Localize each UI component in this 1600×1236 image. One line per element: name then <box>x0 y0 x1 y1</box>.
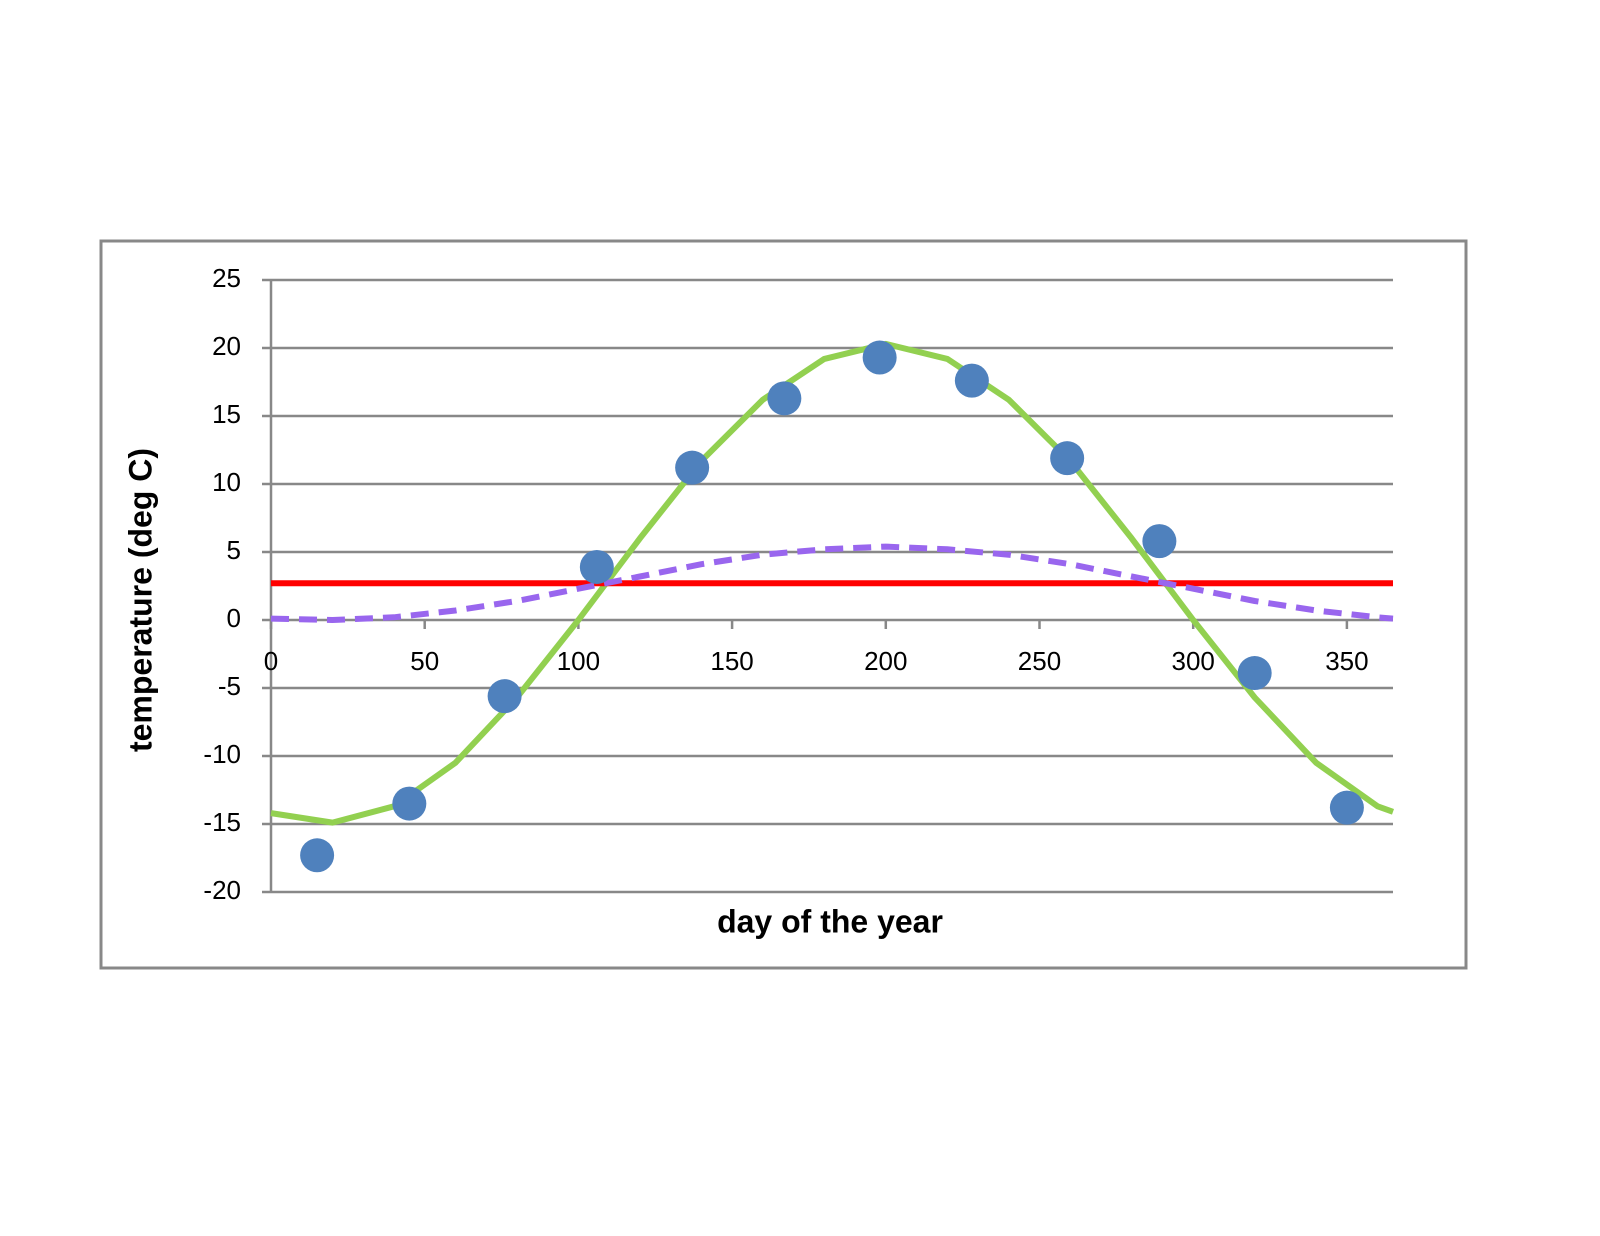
x-tick-label: 150 <box>710 646 753 676</box>
data-point <box>487 679 522 714</box>
x-tick-label: 250 <box>1018 646 1061 676</box>
data-point <box>675 450 710 485</box>
y-tick-label: -5 <box>218 671 241 701</box>
x-tick-label: 100 <box>557 646 600 676</box>
plot <box>270 340 1395 873</box>
y-tick-label: 0 <box>227 603 241 633</box>
data-point <box>392 786 427 821</box>
data-point <box>1329 790 1364 825</box>
data-point <box>1142 524 1177 559</box>
data-point <box>1237 656 1272 691</box>
y-tick-label: -10 <box>203 739 241 769</box>
y-tick-label: 10 <box>212 467 241 497</box>
y-tick-label: 15 <box>212 399 241 429</box>
x-tick-label: 0 <box>264 646 278 676</box>
data-point <box>1050 441 1085 476</box>
data-point <box>767 381 802 416</box>
data-point <box>579 549 614 584</box>
y-tick-label: -15 <box>203 807 241 837</box>
x-tick-label: 300 <box>1171 646 1214 676</box>
x-tick-label: 200 <box>864 646 907 676</box>
data-point <box>300 838 335 873</box>
data-point <box>954 363 989 398</box>
x-tick-label: 50 <box>410 646 439 676</box>
y-tick-label: -20 <box>203 875 241 905</box>
y-axis-title: temperature (deg C) <box>122 448 158 752</box>
y-tick-label: 5 <box>227 535 241 565</box>
x-tick-label: 350 <box>1325 646 1368 676</box>
x-axis-title: day of the year <box>717 903 943 939</box>
y-tick-label: 25 <box>212 263 241 293</box>
series-line <box>270 543 1394 623</box>
data-point <box>862 340 897 375</box>
y-tick-label: 20 <box>212 331 241 361</box>
